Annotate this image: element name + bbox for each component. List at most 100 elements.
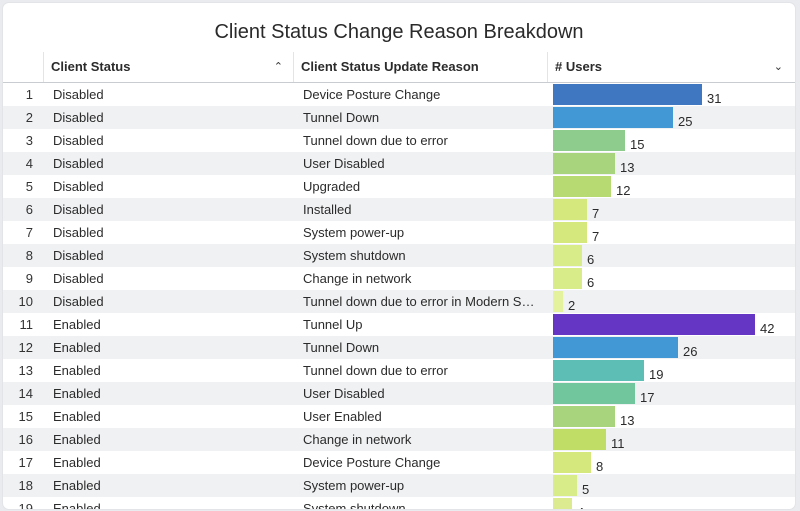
table-row[interactable]: 13 Enabled Tunnel down due to error 19 bbox=[3, 359, 795, 382]
client-status-cell: Disabled bbox=[53, 202, 104, 217]
users-value: 26 bbox=[683, 344, 698, 359]
row-number: 15 bbox=[18, 409, 33, 424]
column-header-label: Client Status bbox=[51, 59, 131, 74]
table-row[interactable]: 19 Enabled System shutdown 4 bbox=[3, 497, 795, 509]
users-cell: 8 bbox=[553, 451, 795, 474]
client-status-cell: Enabled bbox=[53, 455, 101, 470]
column-header-users[interactable]: # Users ⌄ bbox=[547, 52, 795, 82]
users-cell: 31 bbox=[553, 83, 795, 106]
client-status-cell: Disabled bbox=[53, 271, 104, 286]
users-value: 13 bbox=[620, 413, 635, 428]
grid-body: 1 Disabled Device Posture Change 31 2 Disable… bbox=[3, 83, 795, 509]
users-cell: 5 bbox=[553, 474, 795, 497]
users-cell: 2 bbox=[553, 290, 795, 313]
update-reason-cell: Upgraded bbox=[303, 179, 361, 194]
update-reason-cell: Tunnel down due to error bbox=[303, 133, 448, 148]
table-row[interactable]: 1 Disabled Device Posture Change 31 bbox=[3, 83, 795, 106]
users-bar bbox=[553, 498, 572, 509]
client-status-cell: Enabled bbox=[53, 317, 101, 332]
users-bar bbox=[553, 383, 635, 404]
row-number: 9 bbox=[25, 271, 33, 286]
table-row[interactable]: 5 Disabled Upgraded 12 bbox=[3, 175, 795, 198]
table-row[interactable]: 14 Enabled User Disabled 17 bbox=[3, 382, 795, 405]
update-reason-cell: Tunnel down due to error in Modern S… bbox=[303, 294, 535, 309]
client-status-cell: Enabled bbox=[53, 409, 101, 424]
users-value: 17 bbox=[640, 390, 655, 405]
users-value: 25 bbox=[678, 114, 693, 129]
table-row[interactable]: 17 Enabled Device Posture Change 8 bbox=[3, 451, 795, 474]
table-row[interactable]: 7 Disabled System power-up 7 bbox=[3, 221, 795, 244]
users-cell: 15 bbox=[553, 129, 795, 152]
table-row[interactable]: 15 Enabled User Enabled 13 bbox=[3, 405, 795, 428]
row-number: 18 bbox=[18, 478, 33, 493]
table-row[interactable]: 18 Enabled System power-up 5 bbox=[3, 474, 795, 497]
table-row[interactable]: 9 Disabled Change in network 6 bbox=[3, 267, 795, 290]
update-reason-cell: User Enabled bbox=[303, 409, 382, 424]
users-value: 2 bbox=[568, 298, 576, 313]
users-bar bbox=[553, 452, 591, 473]
users-cell: 25 bbox=[553, 106, 795, 129]
table-row[interactable]: 10 Disabled Tunnel down due to error in Mo… bbox=[3, 290, 795, 313]
table-row[interactable]: 6 Disabled Installed 7 bbox=[3, 198, 795, 221]
users-value: 5 bbox=[582, 482, 590, 497]
table-row[interactable]: 11 Enabled Tunnel Up 42 bbox=[3, 313, 795, 336]
row-number: 3 bbox=[25, 133, 33, 148]
client-status-cell: Enabled bbox=[53, 432, 101, 447]
client-status-cell: Disabled bbox=[53, 225, 104, 240]
users-bar bbox=[553, 291, 563, 312]
client-status-cell: Enabled bbox=[53, 386, 101, 401]
grid-header: Client Status ⌃ Client Status Update Rea… bbox=[3, 52, 795, 83]
row-number: 17 bbox=[18, 455, 33, 470]
users-bar bbox=[553, 245, 582, 266]
column-header-update-reason[interactable]: Client Status Update Reason bbox=[293, 52, 547, 82]
row-number: 12 bbox=[18, 340, 33, 355]
client-status-cell: Disabled bbox=[53, 248, 104, 263]
users-value: 42 bbox=[760, 321, 775, 336]
update-reason-cell: User Disabled bbox=[303, 386, 385, 401]
chevron-up-icon[interactable]: ⌃ bbox=[273, 61, 283, 73]
users-cell: 12 bbox=[553, 175, 795, 198]
users-value: 6 bbox=[587, 252, 595, 267]
table-row[interactable]: 2 Disabled Tunnel Down 25 bbox=[3, 106, 795, 129]
table-row[interactable]: 16 Enabled Change in network 11 bbox=[3, 428, 795, 451]
update-reason-cell: Device Posture Change bbox=[303, 87, 441, 102]
client-status-cell: Enabled bbox=[53, 363, 101, 378]
users-cell: 7 bbox=[553, 221, 795, 244]
users-value: 19 bbox=[649, 367, 664, 382]
users-value: 15 bbox=[630, 137, 645, 152]
users-bar bbox=[553, 176, 611, 197]
users-bar bbox=[553, 222, 587, 243]
breakdown-card: Client Status Change Reason Breakdown Cl… bbox=[3, 3, 795, 509]
users-cell: 7 bbox=[553, 198, 795, 221]
table-row[interactable]: 3 Disabled Tunnel down due to error 15 bbox=[3, 129, 795, 152]
update-reason-cell: Installed bbox=[303, 202, 352, 217]
row-number: 14 bbox=[18, 386, 33, 401]
users-bar bbox=[553, 360, 644, 381]
column-header-client-status[interactable]: Client Status ⌃ bbox=[43, 52, 293, 82]
table-row[interactable]: 12 Enabled Tunnel Down 26 bbox=[3, 336, 795, 359]
update-reason-cell: Tunnel Down bbox=[303, 340, 380, 355]
users-bar bbox=[553, 429, 606, 450]
table-row[interactable]: 4 Disabled User Disabled 13 bbox=[3, 152, 795, 175]
chevron-down-icon[interactable]: ⌄ bbox=[773, 61, 783, 73]
users-value: 6 bbox=[587, 275, 595, 290]
users-bar bbox=[553, 406, 615, 427]
users-value: 7 bbox=[592, 229, 600, 244]
row-number: 1 bbox=[25, 87, 33, 102]
row-number: 8 bbox=[25, 248, 33, 263]
users-cell: 6 bbox=[553, 244, 795, 267]
users-cell: 19 bbox=[553, 359, 795, 382]
update-reason-cell: User Disabled bbox=[303, 156, 385, 171]
users-value: 7 bbox=[592, 206, 600, 221]
row-number: 5 bbox=[25, 179, 33, 194]
users-value: 11 bbox=[611, 436, 625, 451]
client-status-cell: Disabled bbox=[53, 179, 104, 194]
client-status-cell: Disabled bbox=[53, 156, 104, 171]
data-grid: Client Status ⌃ Client Status Update Rea… bbox=[3, 52, 795, 509]
users-bar bbox=[553, 337, 678, 358]
users-cell: 42 bbox=[553, 313, 795, 336]
users-bar bbox=[553, 153, 615, 174]
table-row[interactable]: 8 Disabled System shutdown 6 bbox=[3, 244, 795, 267]
row-number-header bbox=[3, 52, 43, 82]
users-bar bbox=[553, 199, 587, 220]
